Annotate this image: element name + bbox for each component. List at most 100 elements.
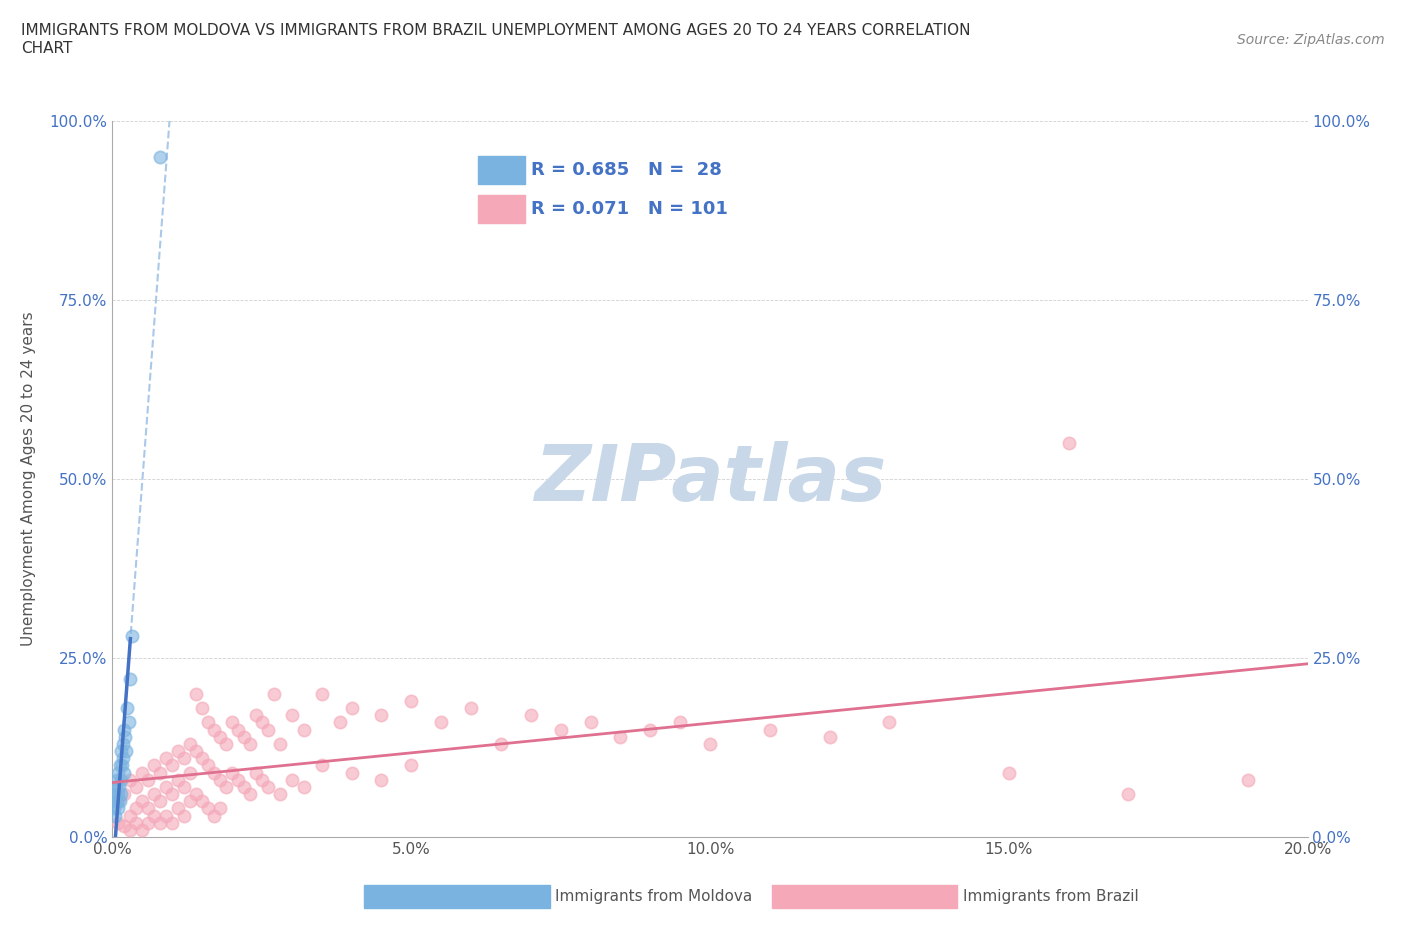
Point bbox=[202, 808, 225, 823]
Point bbox=[103, 801, 125, 816]
Point bbox=[105, 772, 128, 787]
Point bbox=[281, 772, 304, 787]
Point bbox=[107, 787, 129, 802]
Point bbox=[311, 758, 333, 773]
Point bbox=[1057, 435, 1080, 450]
Point bbox=[221, 765, 243, 780]
Point bbox=[579, 715, 602, 730]
Point bbox=[114, 818, 135, 833]
Point bbox=[239, 787, 262, 802]
Point bbox=[107, 765, 129, 780]
Point bbox=[818, 729, 841, 744]
Point bbox=[149, 794, 172, 809]
Point bbox=[108, 779, 131, 794]
Point bbox=[117, 715, 139, 730]
Point bbox=[263, 686, 285, 701]
Point bbox=[162, 816, 183, 830]
Point bbox=[281, 708, 304, 723]
Point bbox=[110, 772, 132, 787]
Point bbox=[108, 794, 131, 809]
Point bbox=[138, 772, 160, 787]
Point bbox=[202, 765, 225, 780]
Point bbox=[215, 737, 238, 751]
Point bbox=[370, 708, 392, 723]
Text: Source: ZipAtlas.com: Source: ZipAtlas.com bbox=[1237, 33, 1385, 46]
Point bbox=[120, 808, 142, 823]
Point bbox=[292, 779, 315, 794]
Point bbox=[245, 708, 267, 723]
Point bbox=[401, 694, 423, 709]
Point bbox=[104, 787, 127, 802]
Text: IMMIGRANTS FROM MOLDOVA VS IMMIGRANTS FROM BRAZIL UNEMPLOYMENT AMONG AGES 20 TO : IMMIGRANTS FROM MOLDOVA VS IMMIGRANTS FR… bbox=[21, 23, 970, 56]
Point bbox=[114, 787, 135, 802]
Point bbox=[112, 751, 135, 765]
Point bbox=[155, 779, 177, 794]
Point bbox=[111, 758, 134, 773]
Point bbox=[233, 779, 256, 794]
Point bbox=[257, 779, 280, 794]
Point bbox=[179, 737, 201, 751]
Point bbox=[149, 816, 172, 830]
Point bbox=[550, 722, 572, 737]
Point bbox=[117, 700, 139, 715]
Point bbox=[112, 765, 135, 780]
Point bbox=[104, 808, 127, 823]
Point bbox=[155, 808, 177, 823]
Point bbox=[138, 816, 160, 830]
Point bbox=[209, 729, 232, 744]
Point bbox=[1237, 772, 1260, 787]
Point bbox=[120, 772, 142, 787]
Point bbox=[186, 744, 208, 759]
Point bbox=[233, 729, 256, 744]
Point bbox=[105, 779, 128, 794]
Point bbox=[226, 772, 249, 787]
Point bbox=[197, 801, 219, 816]
Point bbox=[250, 715, 273, 730]
Text: Immigrants from Moldova: Immigrants from Moldova bbox=[555, 889, 752, 904]
Point bbox=[197, 715, 219, 730]
Point bbox=[173, 751, 195, 765]
Point bbox=[460, 700, 482, 715]
Point bbox=[640, 722, 662, 737]
Point bbox=[143, 787, 166, 802]
Point bbox=[221, 715, 243, 730]
Point bbox=[114, 744, 136, 759]
Point bbox=[155, 751, 177, 765]
Point bbox=[292, 722, 315, 737]
Point bbox=[125, 816, 148, 830]
Point bbox=[998, 765, 1021, 780]
Point bbox=[131, 822, 153, 837]
Point bbox=[340, 700, 363, 715]
Point bbox=[269, 737, 291, 751]
Point bbox=[340, 765, 363, 780]
Point bbox=[110, 744, 132, 759]
Point bbox=[114, 722, 135, 737]
Point bbox=[125, 801, 148, 816]
Point bbox=[226, 722, 249, 737]
Point bbox=[143, 808, 166, 823]
Point bbox=[173, 779, 195, 794]
Point bbox=[186, 787, 208, 802]
Point bbox=[209, 801, 232, 816]
Point bbox=[167, 772, 190, 787]
Y-axis label: Unemployment Among Ages 20 to 24 years: Unemployment Among Ages 20 to 24 years bbox=[21, 312, 35, 646]
Point bbox=[105, 794, 128, 809]
Point bbox=[120, 672, 142, 687]
Point bbox=[121, 629, 143, 644]
Point bbox=[489, 737, 512, 751]
Point bbox=[520, 708, 543, 723]
Point bbox=[167, 801, 190, 816]
Point bbox=[179, 794, 201, 809]
Point bbox=[131, 765, 153, 780]
Point bbox=[215, 779, 238, 794]
Point bbox=[131, 794, 153, 809]
Text: ZIPatlas: ZIPatlas bbox=[534, 441, 886, 517]
Point bbox=[209, 772, 232, 787]
Point bbox=[111, 737, 134, 751]
Point bbox=[609, 729, 631, 744]
Point bbox=[1118, 787, 1140, 802]
Point bbox=[759, 722, 782, 737]
Point bbox=[103, 794, 125, 809]
Text: Immigrants from Brazil: Immigrants from Brazil bbox=[963, 889, 1139, 904]
Point bbox=[110, 758, 132, 773]
